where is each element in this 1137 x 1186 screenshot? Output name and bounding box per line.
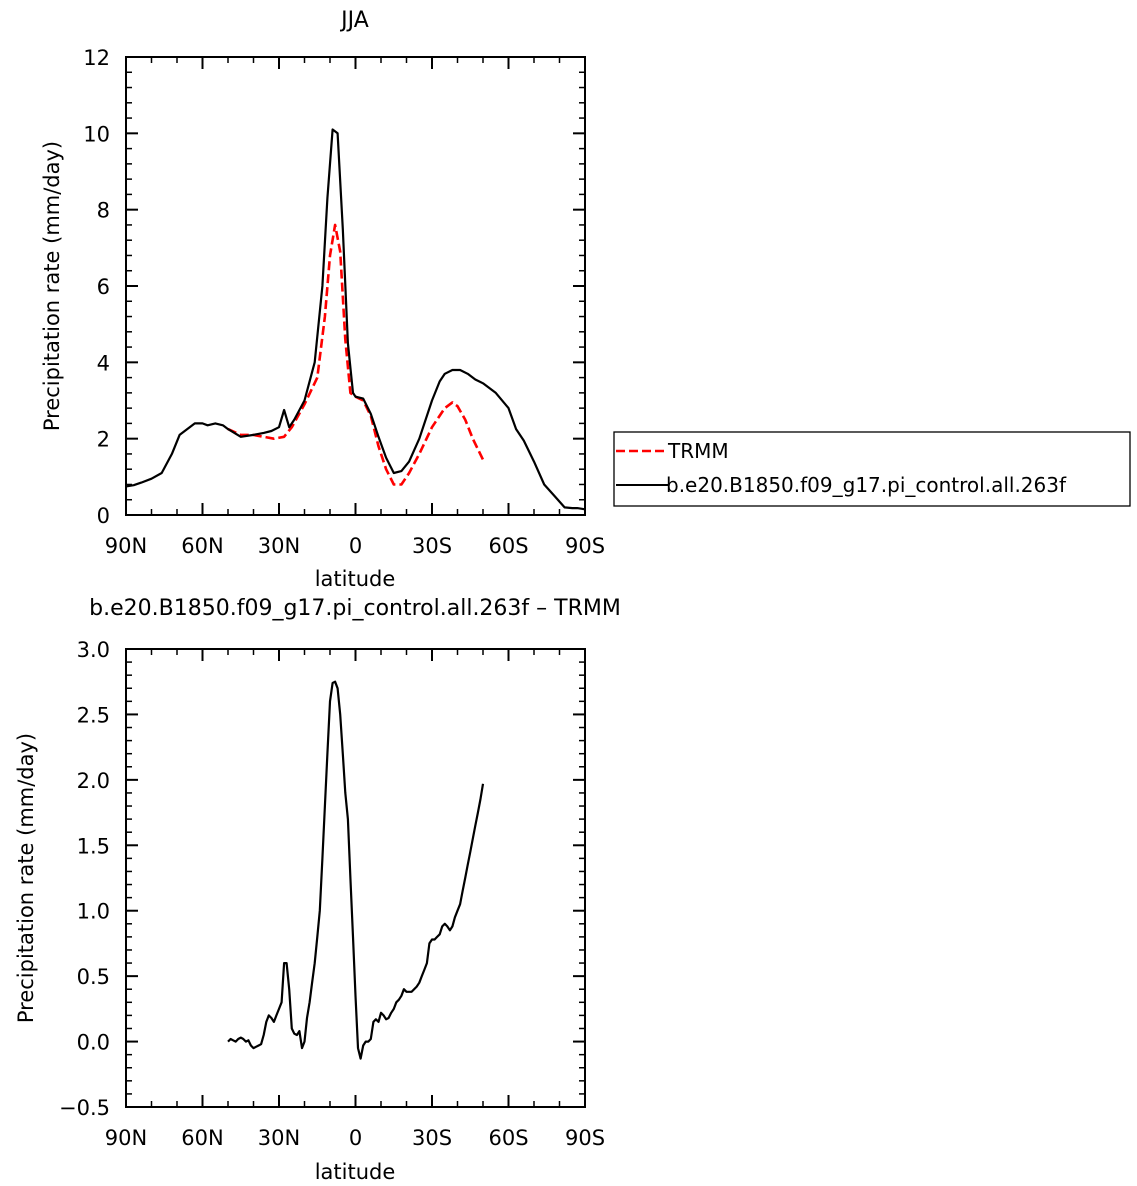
y-tick-label: 6 <box>97 275 110 299</box>
x-tick-label: 90N <box>105 1126 147 1150</box>
x-tick-label: 90S <box>565 534 605 558</box>
x-tick-label: 60N <box>181 534 223 558</box>
y-ticks: −0.5 0.0 0.5 1.0 1.5 2.0 2.5 3.0 <box>59 638 585 1120</box>
series-line-b-e20-b1850-f09-g17-pi-control-all-263f <box>125 128 586 511</box>
y-tick-label: 0 <box>97 504 110 528</box>
legend-label-trmm: TRMM <box>667 439 729 463</box>
y-tick-label: 2.0 <box>77 769 110 793</box>
x-axis-label: latitude <box>315 567 396 591</box>
chart-title: JJA <box>339 8 369 33</box>
y-ticks: 0 2 4 6 8 10 12 <box>83 46 585 528</box>
series-lines <box>227 680 485 1060</box>
plot-frame <box>125 56 586 516</box>
series-line-difference <box>227 680 485 1060</box>
y-tick-label: 4 <box>97 351 110 375</box>
chart-panel-bottom: b.e20.B1850.f09_g17.pi_control.all.263f … <box>14 596 621 1184</box>
legend: TRMM b.e20.B1850.f09_g17.pi_control.all.… <box>613 431 1131 507</box>
legend-box <box>613 431 1131 507</box>
x-tick-label: 30N <box>258 534 300 558</box>
y-tick-label: 2 <box>97 428 110 452</box>
y-tick-label: 2.5 <box>77 703 110 727</box>
series-line-trmm <box>227 223 485 486</box>
legend-label-model: b.e20.B1850.f09_g17.pi_control.all.263f <box>666 473 1067 497</box>
y-tick-label: 10 <box>83 122 110 146</box>
x-tick-label: 90N <box>105 534 147 558</box>
y-tick-label: 1.0 <box>77 900 110 924</box>
series-lines <box>125 128 586 511</box>
x-axis-label: latitude <box>315 1160 396 1184</box>
chart-title: b.e20.B1850.f09_g17.pi_control.all.263f … <box>89 596 621 621</box>
x-tick-label: 60S <box>488 1126 528 1150</box>
x-tick-label: 90S <box>565 1126 605 1150</box>
y-axis-label: Precipitation rate (mm/day) <box>40 141 64 431</box>
plot-frame <box>125 648 586 1108</box>
y-tick-label: 3.0 <box>77 638 110 662</box>
y-tick-label: 0.5 <box>77 965 110 989</box>
x-tick-label: 60N <box>181 1126 223 1150</box>
x-tick-label: 0 <box>349 1126 362 1150</box>
y-tick-label: −0.5 <box>59 1096 110 1120</box>
x-tick-label: 30S <box>412 1126 452 1150</box>
x-ticks: 90N 60N 30N 0 30S 60S 90S <box>105 649 605 1150</box>
y-tick-label: 12 <box>83 46 110 70</box>
y-tick-label: 0.0 <box>77 1031 110 1055</box>
x-tick-label: 30S <box>412 534 452 558</box>
y-axis-label: Precipitation rate (mm/day) <box>14 733 38 1023</box>
x-tick-label: 60S <box>488 534 528 558</box>
x-tick-label: 30N <box>258 1126 300 1150</box>
chart-panel-top: JJA 90N 60N 30N 0 30S 60S 90S 0 2 4 6 8 10 12 latitu… <box>40 8 605 591</box>
y-tick-label: 8 <box>97 199 110 223</box>
x-tick-label: 0 <box>349 534 362 558</box>
x-ticks: 90N 60N 30N 0 30S 60S 90S <box>105 57 605 558</box>
y-tick-label: 1.5 <box>77 834 110 858</box>
